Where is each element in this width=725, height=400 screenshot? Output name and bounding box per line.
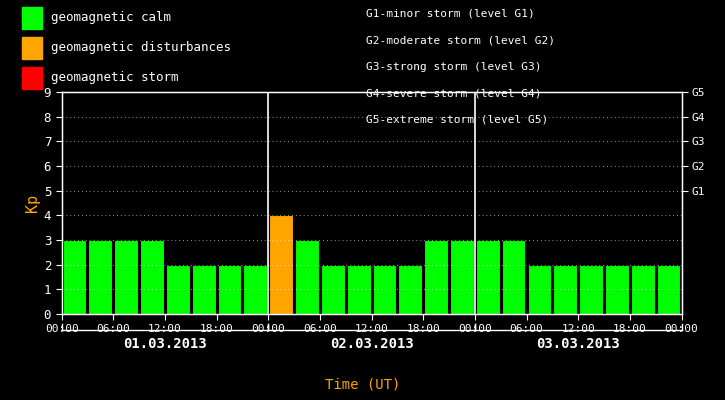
Bar: [166, 265, 190, 314]
Text: Time (UT): Time (UT): [325, 378, 400, 392]
Bar: [115, 240, 138, 314]
Text: G3-strong storm (level G3): G3-strong storm (level G3): [366, 62, 542, 72]
Bar: [321, 265, 344, 314]
Y-axis label: Kp: Kp: [25, 194, 40, 212]
Text: G4-severe storm (level G4): G4-severe storm (level G4): [366, 88, 542, 98]
Bar: [553, 265, 577, 314]
Text: 03.03.2013: 03.03.2013: [536, 337, 620, 351]
Text: 02.03.2013: 02.03.2013: [330, 337, 413, 351]
Bar: [502, 240, 526, 314]
Bar: [140, 240, 164, 314]
Text: geomagnetic calm: geomagnetic calm: [51, 12, 171, 24]
Bar: [88, 240, 112, 314]
Text: G5-extreme storm (level G5): G5-extreme storm (level G5): [366, 115, 548, 125]
Bar: [657, 265, 681, 314]
Bar: [424, 240, 448, 314]
Bar: [269, 215, 293, 314]
Bar: [605, 265, 629, 314]
Bar: [476, 240, 500, 314]
Bar: [373, 265, 397, 314]
Bar: [192, 265, 215, 314]
Text: G1-minor storm (level G1): G1-minor storm (level G1): [366, 9, 535, 19]
Bar: [631, 265, 655, 314]
Bar: [62, 240, 86, 314]
Bar: [528, 265, 551, 314]
Text: geomagnetic disturbances: geomagnetic disturbances: [51, 42, 231, 54]
Bar: [450, 240, 474, 314]
Text: geomagnetic storm: geomagnetic storm: [51, 72, 178, 84]
Bar: [244, 265, 268, 314]
Bar: [218, 265, 241, 314]
Bar: [347, 265, 370, 314]
Bar: [399, 265, 422, 314]
Text: G2-moderate storm (level G2): G2-moderate storm (level G2): [366, 35, 555, 45]
Bar: [579, 265, 603, 314]
Bar: [295, 240, 319, 314]
Text: 01.03.2013: 01.03.2013: [123, 337, 207, 351]
